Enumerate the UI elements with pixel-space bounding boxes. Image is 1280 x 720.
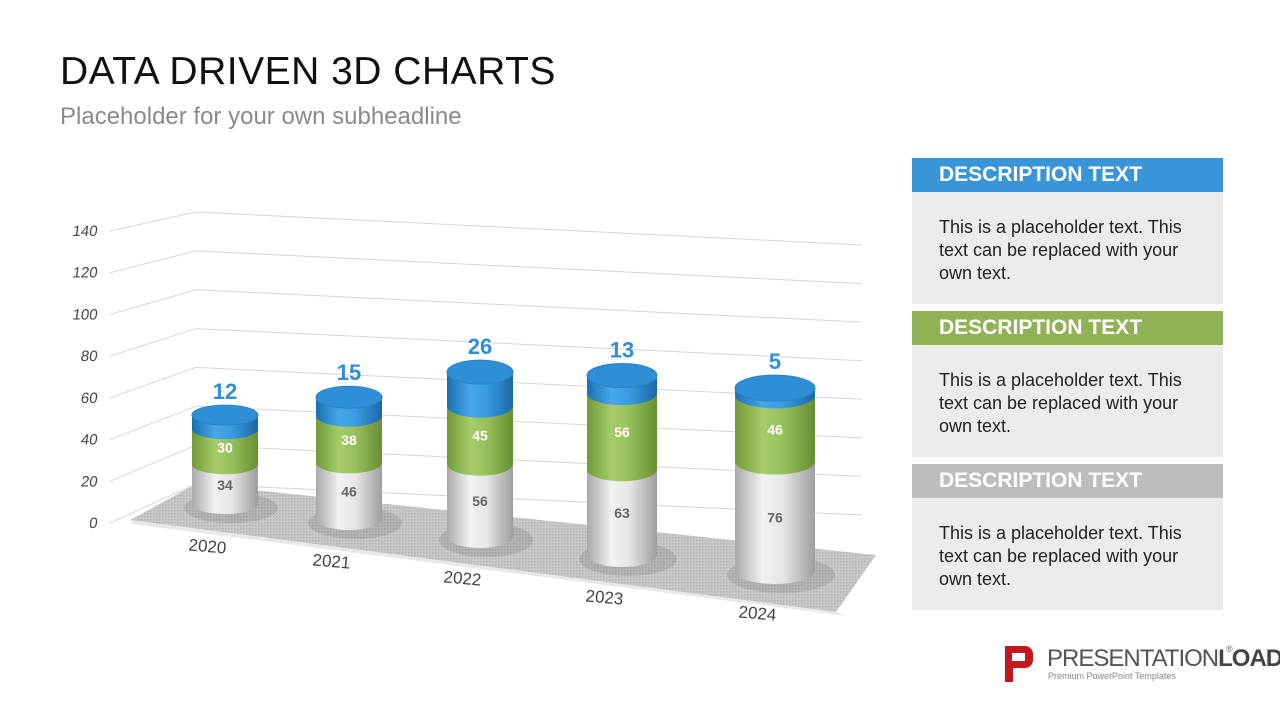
- y-tick-label: 100: [71, 306, 98, 323]
- bar-segment: [316, 462, 382, 530]
- bar-segment: [735, 461, 815, 584]
- cylinder-bar-2024: 76 46 5: [727, 349, 835, 593]
- y-tick-label: 120: [71, 265, 98, 282]
- logo-mark-icon: [1005, 646, 1033, 682]
- bar-value-label: 15: [337, 360, 361, 385]
- bar-value-label: 30: [217, 440, 233, 456]
- bar-top-cap: [315, 385, 383, 409]
- cylinder-bar-2023: 63 56 13: [579, 337, 677, 576]
- description-panel-3: DESCRIPTION TEXT This is a placeholder t…: [912, 464, 1223, 610]
- cylinder-bar-2021: 46 38 15: [308, 360, 402, 539]
- bar-segment: [192, 464, 258, 514]
- bar-value-label: 5: [769, 349, 781, 374]
- logo-name-b: LOAD: [1218, 645, 1280, 672]
- logo-tagline: Premium PowerPoint Templates: [1048, 671, 1176, 681]
- y-tick-label: 0: [88, 515, 99, 532]
- description-body-3: This is a placeholder text. This text ca…: [912, 498, 1223, 610]
- bar-value-label: 13: [610, 337, 634, 362]
- y-tick-label: 20: [80, 473, 99, 490]
- bar-value-label: 46: [341, 484, 357, 500]
- cylinder-bar-2022: 56 45 26: [439, 334, 533, 557]
- bar-top-cap: [191, 404, 259, 426]
- bar-segment: [447, 372, 513, 418]
- description-heading-1: DESCRIPTION TEXT: [912, 158, 1223, 192]
- bar-segment: [316, 415, 382, 474]
- x-tick-label: 2021: [312, 550, 351, 572]
- gridline: [109, 328, 863, 362]
- bar-top-cap: [734, 374, 816, 402]
- bar-value-label: 76: [767, 509, 783, 525]
- page-title: DATA DRIVEN 3D CHARTS: [60, 50, 556, 93]
- x-tick-label: 2022: [443, 567, 482, 589]
- bar-value-label: 12: [213, 379, 237, 404]
- bar-segment: [192, 429, 258, 475]
- bar-value-label: 45: [472, 428, 488, 444]
- gridline: [109, 211, 863, 246]
- description-heading-2: DESCRIPTION TEXT: [912, 311, 1223, 345]
- bar-value-label: 56: [614, 424, 630, 440]
- description-panel-1: DESCRIPTION TEXT This is a placeholder t…: [912, 158, 1223, 304]
- gridline: [109, 250, 863, 285]
- chart-floor-edge: [130, 520, 846, 616]
- bar-value-label: 46: [767, 421, 783, 437]
- logo-registered-mark: ®: [1226, 644, 1233, 654]
- presentationload-logo: PRESENTATIONLOAD ® Premium PowerPoint Te…: [1003, 644, 1280, 686]
- bar-value-label: 56: [472, 493, 488, 509]
- bar-segment: [447, 405, 513, 476]
- bar-segment: [587, 469, 657, 567]
- x-tick-label: 2024: [738, 602, 777, 624]
- bar-value-label: 26: [468, 334, 492, 359]
- bar-segment: [447, 463, 513, 548]
- bar-value-label: 63: [614, 505, 630, 521]
- bar-top-cap: [446, 359, 514, 385]
- y-tick-label: 140: [71, 223, 98, 240]
- y-tick-label: 40: [80, 432, 99, 449]
- description-body-1: This is a placeholder text. This text ca…: [912, 192, 1223, 304]
- description-heading-3: DESCRIPTION TEXT: [912, 464, 1223, 498]
- logo-wordmark: PRESENTATIONLOAD: [1047, 645, 1280, 673]
- bar-segment: [587, 393, 657, 482]
- cylinder-bar-2020: 34 30 12: [184, 379, 278, 523]
- x-tick-label: 2020: [188, 535, 227, 557]
- x-tick-label: 2023: [585, 586, 624, 608]
- gridline: [109, 289, 863, 323]
- bar-top-cap: [586, 362, 658, 388]
- y-tick-label: 80: [80, 348, 99, 365]
- logo-name-a: PRESENTATION: [1047, 645, 1219, 672]
- description-body-2: This is a placeholder text. This text ca…: [912, 345, 1223, 457]
- y-tick-label: 60: [80, 390, 99, 407]
- bar-segment: [735, 395, 815, 475]
- description-panel-2: DESCRIPTION TEXT This is a placeholder t…: [912, 311, 1223, 457]
- bar-value-label: 38: [341, 432, 357, 448]
- bar-value-label: 34: [217, 477, 233, 493]
- page-subtitle: Placeholder for your own subheadline: [60, 103, 462, 130]
